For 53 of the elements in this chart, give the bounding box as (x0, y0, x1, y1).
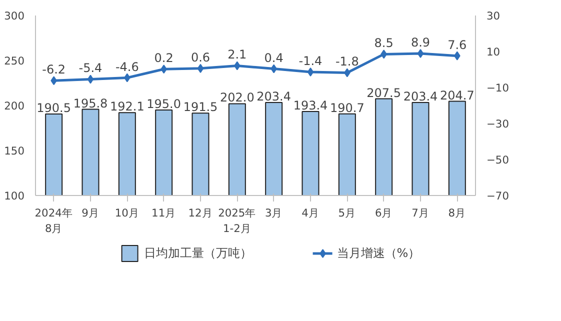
y-tick-label: 150 (4, 144, 25, 158)
y-tick-label: 100 (4, 190, 25, 202)
x-tick-label: 4月 (302, 206, 320, 220)
data-label: 202.0 (220, 90, 254, 105)
legend-label: 当月增速（%） (336, 244, 420, 262)
data-label: 8.5 (374, 36, 394, 50)
y-tick-label: 250 (4, 54, 25, 68)
x-tick-label: 11月 (152, 206, 176, 220)
y-tick-label: 200 (4, 100, 25, 112)
x-tick-label: 10月 (114, 206, 140, 220)
data-label: 192.1 (110, 100, 144, 114)
x-tick-label: 5月 (338, 206, 356, 220)
data-label: 204.7 (440, 88, 474, 102)
x-tick-label: 2024年 8月 (34, 206, 73, 236)
legend-label: 日均加工量（万吨） (144, 244, 252, 262)
data-label: 8.9 (410, 35, 430, 50)
y-tick-label: 300 (4, 10, 25, 22)
data-label: -6.2 (42, 62, 66, 77)
data-label: -5.4 (78, 61, 102, 76)
data-label: -1.8 (335, 54, 359, 69)
x-tick-label: 7月 (412, 206, 430, 220)
data-label: 0.4 (264, 50, 284, 65)
x-tick-label: 2025年 1-2月 (218, 206, 256, 236)
data-label: 203.4 (403, 89, 438, 104)
x-tick-label: 8月 (448, 206, 466, 220)
y2-tick-label: 30 (486, 10, 500, 22)
y2-tick-label: −70 (486, 190, 510, 202)
x-tick-label: 3月 (264, 206, 283, 220)
x-tick-label: 9月 (82, 206, 100, 220)
x-tick-label: 12月 (188, 206, 213, 220)
data-label: 2.1 (228, 48, 247, 62)
data-label: 207.5 (366, 86, 402, 100)
data-label: 7.6 (448, 38, 467, 52)
data-label: 195.0 (146, 97, 182, 111)
data-label: 203.4 (256, 89, 292, 104)
y2-tick-label: −30 (486, 118, 510, 130)
y2-tick-label: 10 (486, 46, 500, 58)
data-label: 190.5 (36, 101, 72, 116)
data-label: 190.7 (330, 100, 364, 115)
point (197, 64, 204, 73)
y2-tick-label: −50 (486, 154, 510, 166)
data-label: 193.4 (293, 98, 328, 112)
data-label: -1.4 (298, 54, 322, 68)
y2-tick-label: −10 (486, 82, 510, 94)
data-label: -4.6 (115, 60, 139, 74)
data-label: 195.8 (73, 96, 108, 110)
point (87, 74, 94, 84)
point (307, 68, 314, 77)
data-label: 0.2 (154, 51, 174, 66)
data-label: 191.5 (183, 100, 218, 114)
data-label: 0.6 (190, 50, 210, 64)
point (417, 48, 424, 58)
x-tick-label: 6月 (374, 206, 393, 220)
